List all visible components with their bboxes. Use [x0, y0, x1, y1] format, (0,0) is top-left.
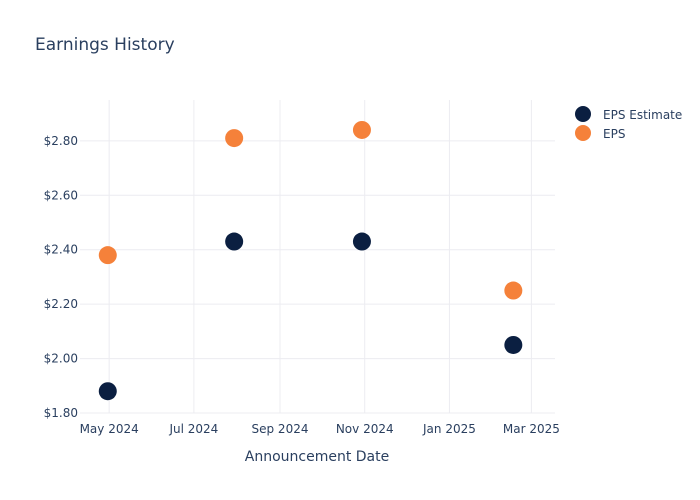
eps-point — [352, 120, 371, 139]
x-tick-label: Sep 2024 — [252, 422, 309, 436]
legend-label-eps-estimate: EPS Estimate — [603, 108, 682, 122]
eps-point — [98, 246, 117, 265]
legend[interactable]: EPS Estimate EPS — [575, 106, 682, 141]
legend-label-eps: EPS — [603, 127, 625, 141]
x-tick-label: Jan 2025 — [422, 422, 476, 436]
y-tick-label: $2.60 — [44, 188, 78, 202]
y-axis-ticks: $1.80 $2.00 $2.20 $2.40 $2.60 $2.80 — [44, 134, 78, 420]
eps-estimate-point — [98, 382, 117, 401]
x-tick-label: Jul 2024 — [168, 422, 218, 436]
y-tick-label: $2.00 — [44, 352, 78, 366]
eps-estimate-point — [225, 232, 244, 251]
chart-title: Earnings History — [35, 35, 175, 55]
legend-item-eps-estimate[interactable]: EPS Estimate — [575, 106, 682, 122]
legend-marker-eps-estimate — [575, 106, 591, 122]
x-tick-label: May 2024 — [80, 422, 139, 436]
eps-estimate-point — [352, 232, 371, 251]
y-tick-label: $2.80 — [44, 134, 78, 148]
x-tick-label: Mar 2025 — [503, 422, 560, 436]
eps-point — [504, 281, 523, 300]
data-points — [98, 120, 523, 401]
x-tick-label: Nov 2024 — [336, 422, 394, 436]
y-tick-label: $2.20 — [44, 297, 78, 311]
legend-marker-eps — [575, 125, 591, 141]
y-tick-label: $2.40 — [44, 243, 78, 257]
legend-item-eps[interactable]: EPS — [575, 125, 625, 141]
grid — [80, 100, 555, 414]
x-axis-title: Announcement Date — [245, 449, 389, 465]
eps-point — [225, 129, 244, 148]
eps-estimate-point — [504, 335, 523, 354]
x-axis-ticks: May 2024 Jul 2024 Sep 2024 Nov 2024 Jan 2025… — [80, 422, 560, 436]
y-tick-label: $1.80 — [44, 406, 78, 420]
